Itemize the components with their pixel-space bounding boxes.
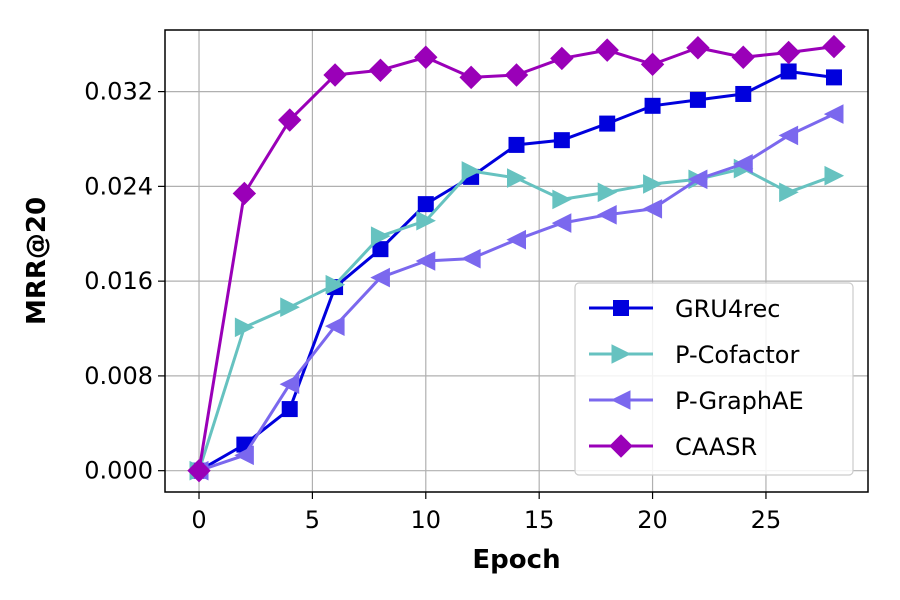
data-point [280, 297, 300, 318]
legend-item: CAASR [589, 433, 757, 461]
data-point [552, 189, 572, 210]
data-point [779, 182, 799, 203]
data-point [368, 58, 393, 82]
data-point [187, 458, 211, 483]
data-point [780, 63, 797, 80]
data-point [507, 168, 527, 188]
data-point [417, 196, 434, 213]
axis-ticks: 0 5 10 15 20 25 0.000 0.008 0.016 0.024 0.032 [84, 78, 781, 534]
data-point [644, 97, 661, 114]
data-point [597, 182, 618, 203]
data-point [643, 174, 663, 194]
data-point [689, 91, 706, 108]
data-point [281, 401, 298, 418]
legend-marker [609, 434, 633, 458]
data-point [461, 161, 482, 181]
data-point [234, 317, 255, 338]
legend-marker [610, 390, 631, 410]
x-tick-label: 0 [191, 506, 206, 534]
x-tick-label: 15 [524, 506, 555, 534]
data-point [599, 115, 616, 132]
data-point [506, 229, 526, 250]
x-tick-label: 20 [637, 506, 668, 534]
data-point [278, 108, 302, 132]
legend-item: P-GraphAE [589, 387, 804, 415]
data-point [323, 63, 347, 87]
x-axis-label: Epoch [472, 545, 560, 575]
legend-box [574, 282, 854, 476]
legend-marker [611, 344, 632, 364]
legend-label: P-Cofactor [675, 341, 799, 369]
data-point [324, 316, 345, 336]
series-p-graphae [188, 104, 844, 481]
plot-frame [164, 29, 869, 493]
data-point [551, 213, 572, 233]
data-point [550, 46, 574, 71]
data-point [504, 63, 529, 87]
x-tick-label: 5 [305, 506, 320, 534]
data-point [824, 165, 845, 186]
series-layer [187, 34, 846, 483]
y-tick-label: 0.000 [84, 457, 153, 485]
data-point [416, 210, 436, 231]
data-point [825, 69, 842, 86]
data-point [595, 38, 619, 62]
legend-label: GRU4rec [675, 295, 780, 323]
data-point [642, 199, 663, 219]
data-point [372, 241, 389, 258]
legend-marker [613, 300, 629, 316]
y-tick-label: 0.008 [84, 362, 153, 390]
legend-item: GRU4rec [589, 295, 780, 323]
x-tick-label: 25 [751, 506, 782, 534]
y-tick-label: 0.024 [84, 172, 153, 200]
data-point [234, 445, 254, 466]
legend: GRU4rec P-Cofactor P-GraphAE CAASR [574, 282, 854, 476]
data-point [640, 52, 665, 77]
data-point [415, 251, 436, 271]
data-point [822, 34, 846, 59]
data-point [597, 204, 617, 225]
data-point [508, 136, 525, 153]
data-point [823, 104, 844, 124]
data-point [325, 274, 346, 295]
data-point [414, 45, 438, 69]
data-point [776, 40, 801, 65]
series-caasr [187, 34, 846, 483]
data-point [279, 374, 300, 395]
x-tick-label: 10 [411, 506, 442, 534]
data-point [733, 154, 753, 174]
legend-label: CAASR [675, 433, 757, 461]
data-point [686, 36, 710, 60]
data-point [232, 181, 257, 206]
series-p-cofactor [189, 158, 845, 481]
data-point [553, 132, 570, 149]
data-point [370, 267, 390, 288]
y-tick-label: 0.016 [84, 267, 153, 295]
data-point [370, 226, 391, 246]
data-point [459, 65, 483, 90]
grid [165, 30, 868, 492]
data-point [735, 85, 752, 102]
y-tick-label: 0.032 [84, 78, 153, 106]
data-point [687, 169, 708, 190]
legend-item: P-Cofactor [589, 341, 799, 369]
data-point [778, 125, 799, 146]
y-axis-label: MRR@20 [22, 197, 52, 325]
legend-label: P-GraphAE [675, 387, 804, 415]
data-point [731, 45, 755, 69]
data-point [461, 248, 481, 269]
